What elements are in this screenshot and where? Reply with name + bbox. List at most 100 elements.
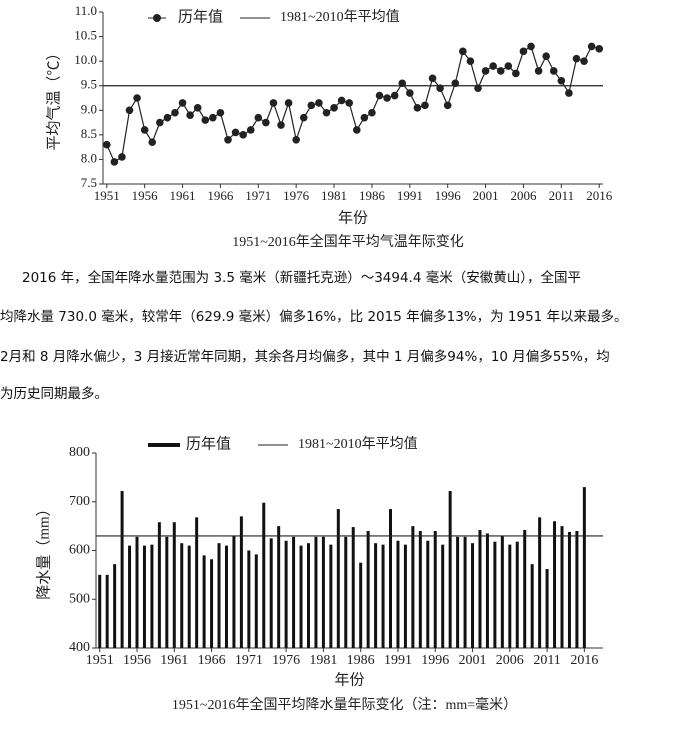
data-point	[133, 94, 141, 102]
bar	[456, 536, 460, 648]
x-tick-label: 1996	[435, 188, 462, 203]
data-point	[542, 52, 550, 61]
data-point	[504, 62, 513, 70]
bar	[321, 536, 325, 648]
bar	[113, 564, 117, 648]
bar	[344, 536, 348, 648]
bar	[210, 559, 214, 648]
data-point	[459, 47, 467, 56]
chart-caption: 1951~2016年全国平均降水量年际变化（注：mm=毫米）	[172, 696, 517, 713]
bar	[411, 526, 415, 648]
bar	[396, 540, 400, 648]
y-tick-label: 700	[69, 494, 90, 509]
bar	[269, 538, 273, 648]
y-tick-label: 11.0	[75, 3, 97, 18]
bar	[374, 543, 378, 648]
bar	[538, 517, 542, 648]
data-point	[512, 69, 520, 78]
data-point	[330, 104, 338, 112]
data-point	[406, 89, 414, 97]
data-point	[322, 108, 331, 117]
x-tick-label: 1971	[245, 188, 271, 203]
data-point	[413, 104, 422, 112]
y-tick-label: 10.0	[74, 52, 97, 67]
bar	[202, 555, 206, 648]
bar	[530, 564, 534, 648]
data-point	[118, 153, 126, 161]
data-point	[209, 113, 217, 122]
bar	[180, 543, 184, 648]
legend-label: 1981~2010年平均值	[298, 436, 418, 452]
paragraph-line: 2016 年，全国年降水量范围为 3.5 毫米（新疆托克逊）～3494.4 毫米…	[22, 270, 581, 286]
bar	[515, 541, 519, 648]
y-tick-label: 500	[69, 591, 90, 606]
data-point	[269, 99, 278, 107]
data-point	[443, 101, 452, 110]
bar	[262, 502, 266, 648]
paragraph-line: 2月和 8 月降水偏少，3 月接近常年同期，其余各月均偏多，其中 1 月偏多94…	[0, 349, 610, 365]
x-tick-label: 2016	[586, 188, 613, 203]
bar	[232, 535, 236, 648]
data-point	[178, 99, 187, 107]
data-point	[489, 62, 497, 70]
y-tick-label: 400	[69, 640, 90, 655]
bar	[478, 530, 482, 648]
x-tick-label: 1991	[397, 188, 423, 203]
bar	[463, 536, 467, 648]
data-point	[337, 96, 346, 105]
bar	[493, 541, 497, 648]
bar	[329, 544, 333, 648]
data-point	[171, 108, 179, 117]
x-tick-label: 1976	[272, 653, 300, 668]
x-tick-label: 2016	[570, 653, 598, 668]
legend-marker	[153, 14, 161, 22]
data-point	[421, 101, 429, 110]
data-point	[352, 126, 361, 134]
y-tick-label: 8.0	[81, 150, 97, 165]
legend-label: 历年值	[186, 435, 231, 452]
data-point	[246, 126, 255, 134]
bar	[336, 509, 340, 648]
data-point	[481, 67, 490, 75]
data-point	[125, 106, 134, 115]
legend-marker	[148, 443, 180, 447]
bar	[135, 536, 139, 648]
data-point	[368, 108, 376, 117]
bar	[120, 491, 124, 648]
bar	[150, 544, 154, 648]
data-point	[572, 54, 581, 63]
bar	[128, 545, 132, 648]
data-point	[102, 140, 111, 149]
legend-label: 历年值	[178, 8, 223, 25]
bar	[359, 562, 363, 648]
bar	[567, 531, 571, 648]
data-point	[186, 111, 194, 119]
bar	[448, 491, 452, 648]
bar	[105, 574, 109, 648]
x-tick-label: 1986	[359, 188, 386, 203]
x-tick-label: 2011	[533, 653, 560, 668]
y-axis-label: 降水量（mm）	[35, 501, 52, 599]
x-axis-label: 年份	[334, 671, 364, 688]
bar	[418, 531, 422, 648]
x-tick-label: 1961	[160, 653, 188, 668]
paragraph-line: 均降水量 730.0 毫米，较常年（629.9 毫米）偏多16%，比 2015 …	[0, 309, 628, 325]
x-tick-label: 1956	[123, 653, 151, 668]
temperature-chart: 7.5 8.0 8.5 9.0 9.5 10.0 10.5 11.0 1951 1956 1961 1…	[45, 3, 613, 250]
data-point	[307, 101, 316, 110]
bar	[523, 530, 527, 648]
bar	[157, 522, 161, 648]
data-point	[262, 118, 270, 127]
bar	[306, 543, 310, 648]
x-tick-label: 1956	[132, 188, 159, 203]
y-tick-label: 10.5	[74, 28, 97, 43]
bar	[403, 544, 407, 648]
x-axis-label: 年份	[338, 209, 368, 226]
bar	[187, 545, 191, 648]
bar	[366, 531, 370, 648]
bar	[389, 509, 393, 648]
x-tick-label: 1986	[347, 653, 375, 668]
x-tick-label: 1991	[384, 653, 412, 668]
data-point	[466, 57, 475, 65]
bar	[292, 536, 296, 648]
